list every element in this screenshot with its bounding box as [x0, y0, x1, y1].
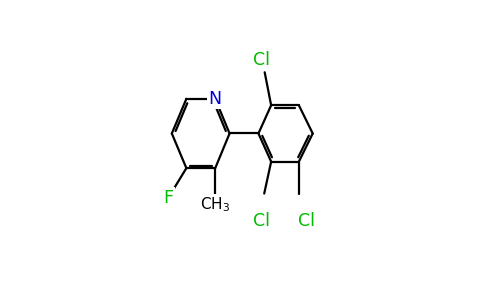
Text: F: F: [164, 189, 173, 207]
Text: CH$_3$: CH$_3$: [200, 195, 230, 214]
Text: Cl: Cl: [253, 212, 270, 230]
Text: N: N: [209, 90, 222, 108]
Text: Cl: Cl: [254, 51, 271, 69]
Text: Cl: Cl: [299, 212, 316, 230]
